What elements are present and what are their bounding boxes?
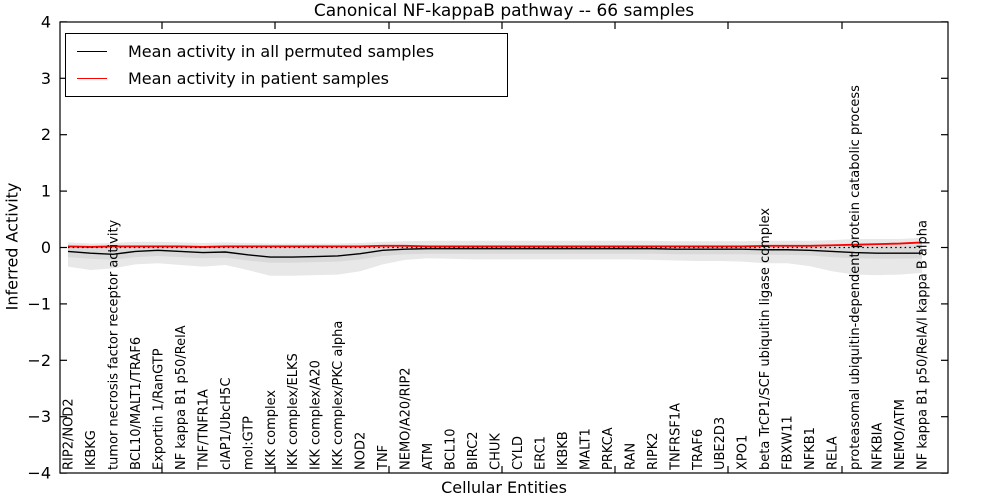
- x-category-label: XPO1: [736, 435, 751, 470]
- x-category-label: ERC1: [533, 436, 548, 470]
- legend-label-permuted: Mean activity in all permuted samples: [128, 42, 435, 61]
- x-category-label: RAN: [623, 443, 638, 470]
- legend-line-sample-red: [77, 78, 107, 79]
- y-tick-label: 3: [41, 69, 51, 88]
- x-category-label: NFKB1: [803, 427, 818, 470]
- x-category-label: proteasomal ubiquitin-dependent protein …: [848, 85, 863, 470]
- x-category-label: UBE2D3: [713, 417, 728, 470]
- x-category-label: IKBKB: [556, 431, 571, 470]
- x-category-label: BCL10: [444, 428, 459, 470]
- x-category-label: RELA: [826, 436, 841, 470]
- y-tick-label: −4: [27, 464, 51, 483]
- legend-item-permuted: Mean activity in all permuted samples: [66, 42, 507, 61]
- y-tick-label: 2: [41, 125, 51, 144]
- x-category-label: NFKBIA: [871, 423, 886, 470]
- chart-title: Canonical NF-kappaB pathway -- 66 sample…: [313, 1, 695, 21]
- y-tick-label: −2: [27, 351, 51, 370]
- x-category-label: FBXW11: [781, 415, 796, 470]
- y-tick-label: 4: [41, 12, 51, 31]
- x-category-label: CYLD: [511, 436, 526, 470]
- y-tick-label: 0: [41, 238, 51, 257]
- mean-activity-in-all-permuted-samples-line: [67, 247, 922, 258]
- x-category-label: TRAF6: [691, 429, 706, 471]
- x-category-label: BCL10/MALT1/TRAF6: [129, 337, 144, 470]
- legend-box: Mean activity in all permuted samples Me…: [65, 33, 508, 97]
- x-category-label: beta TrCP1/SCF ubiquitin ligase complex: [758, 208, 773, 470]
- x-category-label: TNF/TNFR1A: [196, 389, 211, 471]
- mean-activity-in-patient-samples-line: [67, 241, 923, 248]
- x-category-label: CHUK: [489, 433, 504, 470]
- x-category-label: MALT1: [578, 428, 593, 470]
- y-tick-label: −1: [27, 294, 51, 313]
- x-category-label: NOD2: [354, 432, 369, 470]
- x-category-label: RIP2/NOD2: [62, 398, 77, 470]
- legend-line-sample-black: [77, 51, 107, 52]
- legend-label-patient: Mean activity in patient samples: [128, 69, 389, 88]
- x-category-label: IKK complex/A20: [309, 360, 324, 470]
- legend-item-patient: Mean activity in patient samples: [66, 69, 507, 88]
- x-category-label: mol:GTP: [241, 416, 256, 470]
- x-category-label: NF kappa B1 p50/RelA: [174, 325, 189, 470]
- x-category-label: BIRC2: [466, 432, 481, 471]
- x-category-label: IKK complex/PKC alpha: [331, 321, 346, 470]
- y-axis-label: Inferred Activity: [2, 182, 22, 311]
- x-category-label: Exportin 1/RanGTP: [151, 348, 166, 470]
- x-category-label: ATM: [421, 443, 436, 470]
- x-category-label: tumor necrosis factor receptor activity: [106, 219, 121, 470]
- x-category-label: IKBKG: [84, 430, 99, 470]
- x-category-label: RIPK2: [646, 432, 661, 470]
- y-tick-label: −3: [27, 407, 51, 426]
- x-category-label: TNF: [376, 445, 391, 471]
- x-category-label: IKK complex: [264, 390, 279, 470]
- x-category-label: PRKCA: [601, 427, 616, 470]
- x-category-label: cIAP1/UbcH5C: [219, 378, 234, 470]
- x-category-label: IKK complex/ELKS: [286, 353, 301, 470]
- y-tick-label: 1: [41, 182, 51, 201]
- x-category-label: NEMO/ATM: [893, 399, 908, 470]
- x-category-label: TNFRSF1A: [668, 403, 683, 471]
- x-category-label: NF kappa B1 p50/RelA/I kappa B alpha: [916, 220, 931, 470]
- x-axis-label: Cellular Entities: [441, 478, 567, 497]
- x-category-label: NEMO/A20/RIP2: [399, 367, 414, 470]
